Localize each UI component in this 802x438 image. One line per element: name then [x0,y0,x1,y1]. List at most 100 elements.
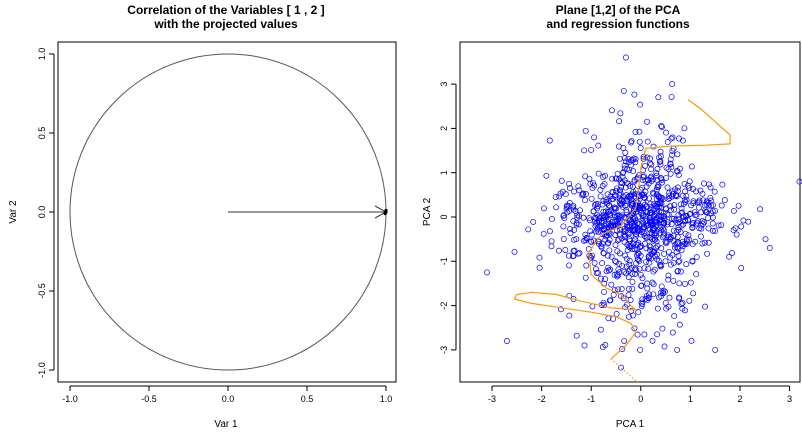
pca-point [602,276,609,283]
pca-point [669,215,676,222]
pca-point [662,299,669,306]
pca-point [661,250,668,257]
pca-point [647,160,653,167]
pca-point [687,279,694,286]
pca-point [666,294,673,301]
pca-point [715,222,722,229]
pca-point [676,135,682,142]
pca-point [676,321,683,328]
pca-point [645,265,652,272]
pca-point [602,225,609,232]
pca-point [619,180,626,187]
pca-point [590,208,597,215]
pca-point [669,147,676,154]
pca-point [567,226,574,233]
pca-point [697,233,704,240]
pca-point [503,338,510,344]
pca-point [652,219,659,225]
right-x-tick-label: 2 [737,394,742,404]
pca-point [621,337,628,344]
pca-point [644,285,651,292]
pca-point [571,236,577,243]
pca-point [654,208,660,215]
left-x-tick-label: 1.0 [380,394,393,404]
pca-point [592,223,599,230]
pca-point [625,286,632,292]
pca-point [580,237,587,244]
pca-point [705,225,712,232]
pca-point [567,230,574,236]
pca-point [740,217,747,224]
pca-point [618,286,625,292]
pca-point [640,224,647,231]
pca-point [653,201,660,208]
pca-point [605,216,612,223]
pca-point [658,219,665,226]
pca-point [762,236,769,243]
pca-point [697,187,704,194]
pca-point [600,299,607,306]
pca-point [668,93,675,100]
pca-point [588,195,595,202]
pca-point [623,209,630,216]
pca-point [536,264,543,271]
pca-point [613,311,620,317]
pca-point [620,169,627,176]
pca-point [558,306,564,313]
pca-point [654,256,660,263]
pca-point [668,135,675,142]
pca-point [638,303,645,310]
pca-point [688,202,695,209]
pca-point [694,199,701,206]
pca-point [682,280,688,287]
pca-point [646,259,653,266]
pca-point [796,178,802,185]
pca-point [675,227,682,233]
pca-point [611,204,618,211]
pca-point [658,209,664,216]
pca-point [607,207,614,214]
pca-point [645,180,652,187]
pca-point [693,254,700,261]
pca-point [682,230,689,237]
pca-point [719,181,726,188]
left-y-tick-label: 1.0 [37,48,47,61]
pca-point [598,275,604,282]
pca-point [605,267,612,274]
pca-point [636,138,643,145]
pca-point [616,118,623,125]
pca-point [670,277,677,284]
pca-point [669,188,676,195]
pca-point [681,180,688,187]
pca-point [627,244,633,251]
pca-point [669,81,676,88]
pca-point [621,234,628,241]
pca-point [667,254,674,261]
pca-point [606,208,613,215]
pca-point [616,250,623,257]
pca-point [614,273,621,280]
pca-point [673,167,680,174]
pca-point [656,158,663,165]
pca-point [607,193,614,200]
pca-point [685,232,692,239]
pca-point [671,202,678,209]
pca-point [659,234,666,241]
pca-point [586,215,593,222]
pca-point [693,271,700,278]
pca-point [640,226,647,233]
pca-point [583,191,589,197]
pca-point [705,239,712,246]
pca-point [556,247,562,254]
pca-point [575,250,582,257]
correlation-circle-panel: Correlation of the Variables [ 1 , 2 ] w… [8,3,397,430]
pca-point [673,249,680,256]
pca-point [661,230,668,237]
pca-point [560,223,567,230]
right-y-tick-label: -1 [439,257,449,265]
pca-point [608,253,615,260]
pca-point [699,240,706,247]
pca-point [604,191,611,198]
pca-point [511,248,518,255]
